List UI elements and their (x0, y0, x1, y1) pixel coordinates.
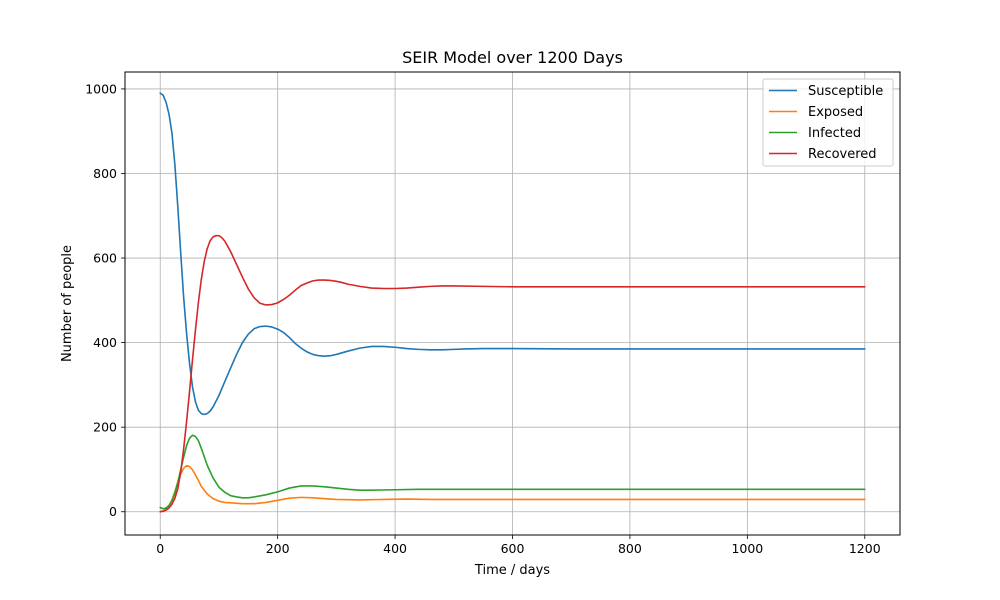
legend-label: Susceptible (808, 84, 883, 99)
y-axis-title: Number of people (60, 245, 75, 362)
y-tick-label: 0 (109, 504, 117, 519)
x-tick-label: 400 (383, 541, 407, 556)
y-tick-label: 400 (93, 335, 117, 350)
x-tick-label: 600 (501, 541, 525, 556)
legend-box (762, 78, 894, 167)
series-line-susceptible (159, 92, 866, 416)
x-tick-label: 1200 (849, 541, 881, 556)
x-tick-label: 1000 (731, 541, 763, 556)
y-tick-label: 800 (93, 166, 117, 181)
x-tick-label: 200 (266, 541, 290, 556)
legend: Susceptible Exposed Infected Recovered (762, 78, 894, 167)
x-tick-label: 800 (618, 541, 642, 556)
axis-ticks: 0 200 400 600 800 1000 1200 0 200 400 600 800 1000 (85, 81, 881, 556)
legend-label: Infected (808, 126, 861, 141)
chart-title: SEIR Model over 1200 Days (402, 48, 623, 67)
x-tick-label: 0 (156, 541, 164, 556)
y-tick-label: 200 (93, 420, 117, 435)
legend-label: Exposed (808, 105, 863, 120)
x-axis-title: Time / days (474, 563, 550, 578)
y-tick-label: 1000 (85, 81, 117, 96)
series-lines (159, 92, 866, 513)
legend-label: Recovered (808, 147, 877, 162)
y-tick-label: 600 (93, 251, 117, 266)
series-line-recovered (159, 234, 866, 513)
